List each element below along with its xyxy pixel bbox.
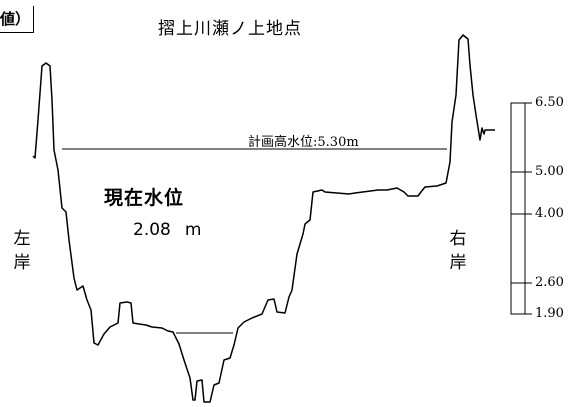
right-bank-char-2: 岸 — [449, 253, 467, 273]
gauge-column — [510, 102, 526, 315]
right-bank-label: 右 岸 — [448, 227, 468, 275]
riverbed-profile — [32, 34, 495, 403]
gauge-label-5-00: 5.00 — [535, 164, 564, 179]
planned-high-water-value: 5.30m — [317, 135, 359, 150]
gauge-label-1-90: 1.90 — [535, 306, 564, 321]
planned-high-water-label: 計画高水位:5.30m — [248, 135, 359, 150]
current-level-title: 現在水位 — [104, 187, 185, 209]
right-bank-char-1: 右 — [449, 229, 467, 249]
gauge-label-4-00: 4.00 — [535, 206, 564, 221]
gauge-scale — [510, 102, 532, 315]
left-bank-label: 左 岸 — [12, 227, 32, 275]
gauge-label-2-60: 2.60 — [535, 275, 564, 290]
corner-label: 値） — [0, 6, 35, 33]
planned-high-water-text: 計画高水位 — [248, 135, 314, 150]
station-title: 摺上川瀬ノ上地点 — [158, 19, 302, 39]
current-level-value: 2.08 — [133, 220, 171, 240]
left-bank-char-2: 岸 — [13, 253, 31, 273]
current-level-readout: 2.08 m — [133, 220, 201, 240]
left-bank-char-1: 左 — [13, 229, 31, 249]
current-level-unit: m — [184, 220, 202, 240]
gauge-label-6-50: 6.50 — [535, 95, 564, 110]
